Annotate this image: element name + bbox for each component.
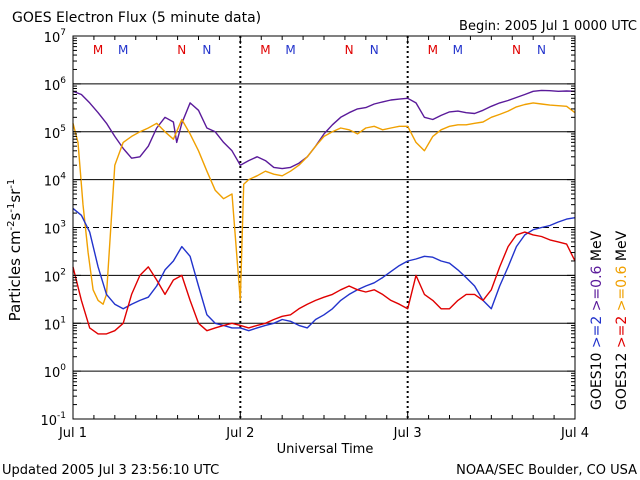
chart-title: GOES Electron Flux (5 minute data) (12, 10, 261, 26)
local-time-marker: N (370, 43, 379, 57)
begin-date: Begin: 2005 Jul 1 0000 UTC (459, 19, 637, 34)
legend: GOES10 >=2 >=0.6 MeV GOES12 >=2 >=0.6 MeV (589, 230, 630, 410)
local-time-marker: M (285, 43, 295, 57)
x-axis-label: Universal Time (277, 442, 374, 457)
local-time-marker: M (118, 43, 128, 57)
local-time-marker: N (177, 43, 186, 57)
local-time-marker: M (260, 43, 270, 57)
series-line (72, 207, 576, 332)
y-axis-label-exp: -2 (6, 220, 17, 230)
y-tick-label: 10-1 (40, 411, 66, 429)
local-time-marker: N (345, 43, 354, 57)
legend-entry: GOES12 >=2 >=0.6 MeV (614, 230, 630, 410)
local-time-marker: M (453, 43, 463, 57)
local-time-marker: N (512, 43, 521, 57)
series-line (72, 89, 576, 170)
data-series (72, 89, 576, 335)
series-line (72, 102, 576, 305)
x-tick-label: Jul 4 (560, 426, 589, 441)
x-tick-label: Jul 3 (393, 426, 422, 441)
y-tick-label: 101 (44, 315, 66, 333)
y-axis-label: Particles cm-2s-1sr-1 (6, 179, 24, 322)
x-tick-label: Jul 1 (58, 426, 87, 441)
local-time-marker: N (202, 43, 211, 57)
series-line (72, 231, 576, 335)
local-time-marker: M (93, 43, 103, 57)
y-tick-label: 102 (44, 267, 66, 285)
credit: NOAA/SEC Boulder, CO USA (456, 463, 637, 478)
y-tick-label: 106 (44, 76, 67, 94)
y-tick-label: 100 (44, 363, 67, 381)
y-tick-label: 105 (44, 124, 66, 142)
y-axis-label-prefix: Particles cm (6, 230, 24, 321)
y-tick-label: 107 (44, 28, 66, 46)
y-tick-label: 104 (44, 172, 67, 190)
axes: 10-1 100 101 102 103 104 105 106 107 Jul 1 Jul 2 Ju… (40, 28, 589, 441)
local-time-marker: N (537, 43, 546, 57)
legend-entry: GOES10 >=2 >=0.6 MeV (589, 230, 605, 410)
y-tick-label: 103 (44, 220, 66, 238)
local-time-marker: M (428, 43, 438, 57)
x-tick-label: Jul 2 (225, 426, 254, 441)
grid-layer (73, 36, 575, 419)
updated-timestamp: Updated 2005 Jul 3 23:56:10 UTC (2, 463, 219, 478)
